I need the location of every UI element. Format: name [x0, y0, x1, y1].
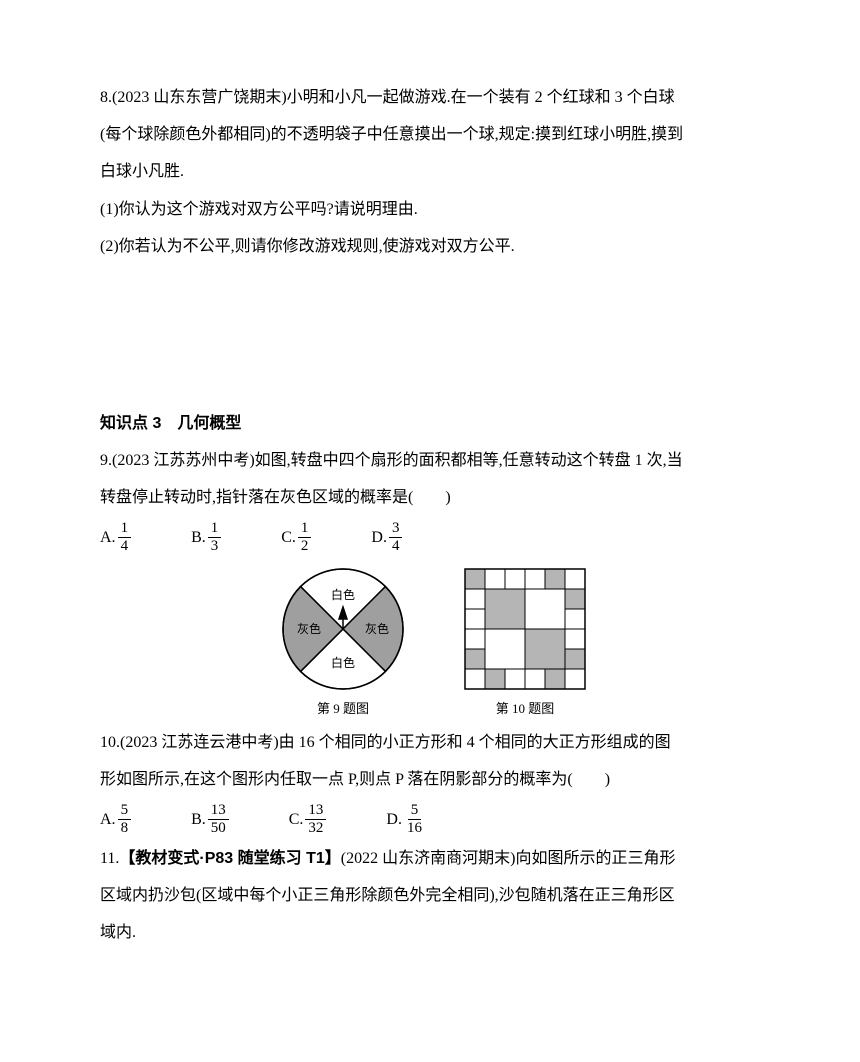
q9-option-c: C. 1 2	[281, 520, 313, 555]
fraction-den: 50	[208, 820, 229, 836]
q10-line2: 形如图所示,在这个图形内任取一点 P,则点 P 落在阴影部分的概率为( )	[100, 762, 760, 797]
q11-line3: 域内.	[100, 915, 760, 950]
q11-line2: 区域内扔沙包(区域中每个小正三角形除颜色外完全相同),沙包随机落在正三角形区	[100, 878, 760, 913]
figure-10: 第 10 题图	[463, 567, 587, 724]
section3-title: 知识点 3 几何概型	[100, 406, 760, 441]
fraction-den: 4	[389, 538, 403, 554]
option-label: B.	[191, 520, 206, 555]
q8-line1: 8.(2023 山东东营广饶期末)小明和小凡一起做游戏.在一个装有 2 个红球和…	[100, 80, 760, 115]
fraction-den: 2	[298, 538, 312, 554]
q9-line1: 9.(2023 江苏苏州中考)如图,转盘中四个扇形的面积都相等,任意转动这个转盘…	[100, 443, 760, 478]
fraction-num: 5	[118, 803, 132, 820]
fraction: 5 8	[118, 803, 132, 836]
option-label: B.	[191, 802, 206, 837]
q9-option-d: D. 3 4	[371, 520, 404, 555]
option-label: C.	[281, 520, 296, 555]
option-label: A.	[100, 520, 116, 555]
svg-text:灰色: 灰色	[297, 622, 321, 636]
q8-line3: 白球小凡胜.	[100, 154, 760, 189]
q8-line2: (每个球除颜色外都相同)的不透明袋子中任意摸出一个球,规定:摸到红球小明胜,摸到	[100, 117, 760, 152]
fraction: 1 4	[118, 521, 132, 554]
q8-sub1: (1)你认为这个游戏对双方公平吗?请说明理由.	[100, 192, 760, 227]
option-label: D.	[386, 802, 402, 837]
fraction-num: 1	[208, 521, 222, 538]
figures-row: 白色白色灰色灰色 第 9 题图 第 10 题图	[100, 563, 760, 724]
q11-line1: 11.【教材变式·P83 随堂练习 T1】(2022 山东济南商河期末)向如图所…	[100, 841, 760, 876]
q8-sub2: (2)你若认为不公平,则请你修改游戏规则,使游戏对双方公平.	[100, 229, 760, 264]
option-label: D.	[371, 520, 387, 555]
svg-text:灰色: 灰色	[365, 622, 389, 636]
q9-option-b: B. 1 3	[191, 520, 223, 555]
q11-bold: 【教材变式·P83 随堂练习 T1】	[119, 850, 340, 867]
fraction: 5 16	[404, 803, 425, 836]
svg-text:白色: 白色	[331, 655, 355, 670]
q11-rest: (2022 山东济南商河期末)向如图所示的正三角形	[341, 850, 676, 867]
q10-option-b: B. 13 50	[191, 802, 231, 837]
q9-option-a: A. 1 4	[100, 520, 133, 555]
q10-option-d: D. 5 16	[386, 802, 427, 837]
fraction-num: 1	[298, 521, 312, 538]
fraction-den: 3	[208, 538, 222, 554]
fraction-den: 8	[118, 820, 132, 836]
fraction: 13 32	[305, 803, 326, 836]
fraction-num: 5	[408, 803, 422, 820]
figure-9: 白色白色灰色灰色 第 9 题图	[273, 563, 413, 724]
svg-text:白色: 白色	[331, 587, 355, 602]
option-label: C.	[289, 802, 304, 837]
fraction: 1 3	[208, 521, 222, 554]
q10-option-a: A. 5 8	[100, 802, 133, 837]
fraction-num: 13	[305, 803, 326, 820]
figure-10-caption: 第 10 题图	[496, 695, 555, 724]
fraction: 1 2	[298, 521, 312, 554]
fraction-den: 4	[118, 538, 132, 554]
q10-option-c: C. 13 32	[289, 802, 329, 837]
q9-options: A. 1 4 B. 1 3 C. 1 2 D. 3 4	[100, 520, 760, 555]
fraction-den: 16	[404, 820, 425, 836]
q9-line2: 转盘停止转动时,指针落在灰色区域的概率是( )	[100, 480, 760, 515]
figure-9-caption: 第 9 题图	[317, 695, 369, 724]
q10-line1: 10.(2023 江苏连云港中考)由 16 个相同的小正方形和 4 个相同的大正…	[100, 725, 760, 760]
fraction: 13 50	[208, 803, 229, 836]
fraction-den: 32	[305, 820, 326, 836]
spinner-icon: 白色白色灰色灰色	[273, 563, 413, 691]
fraction-num: 1	[118, 521, 132, 538]
fraction: 3 4	[389, 521, 403, 554]
fraction-num: 13	[208, 803, 229, 820]
blank-gap	[100, 266, 760, 406]
fraction-num: 3	[389, 521, 403, 538]
option-label: A.	[100, 802, 116, 837]
q10-options: A. 5 8 B. 13 50 C. 13 32 D. 5 16	[100, 802, 760, 837]
grid-icon	[463, 567, 587, 691]
q11-prefix: 11.	[100, 850, 119, 867]
